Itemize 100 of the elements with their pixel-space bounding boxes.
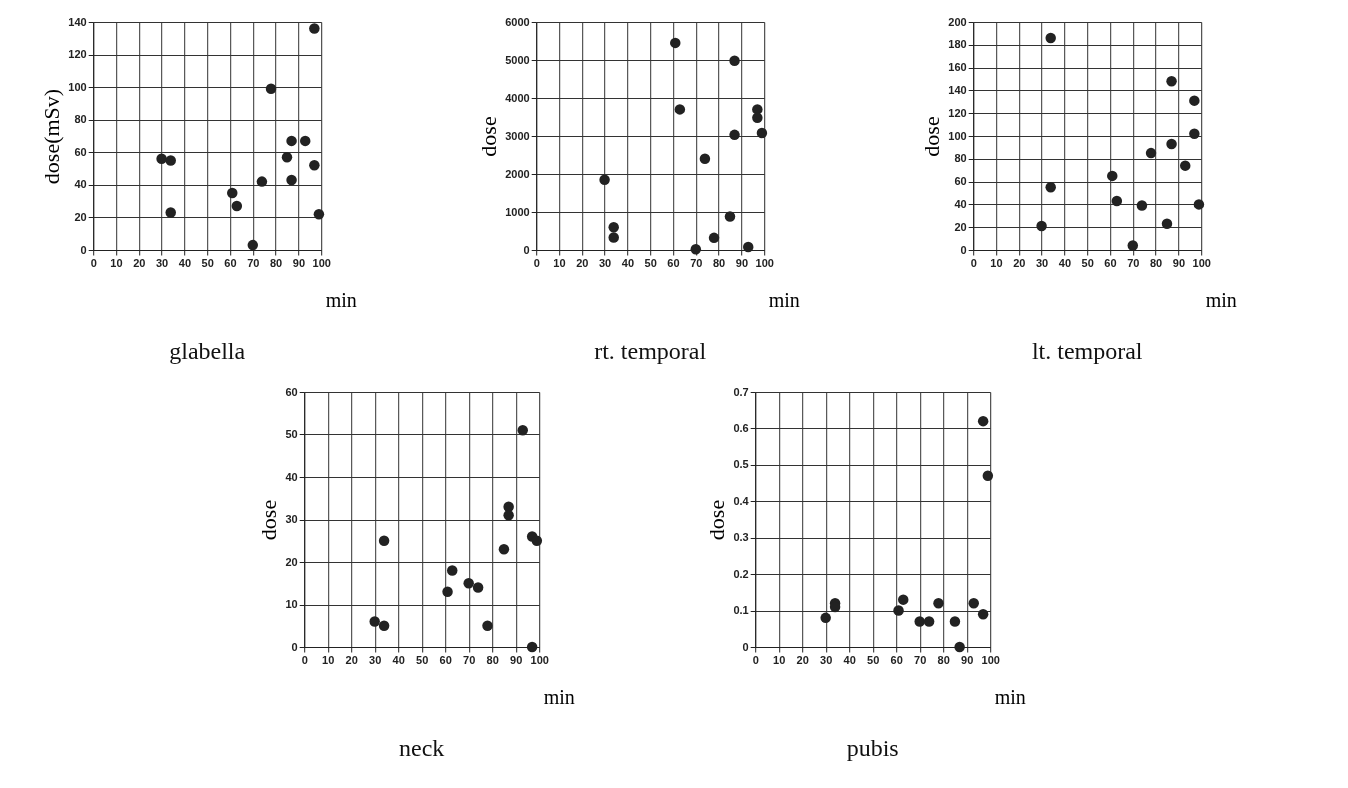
- y-tick-label: 20: [74, 210, 87, 223]
- point: [1189, 95, 1200, 106]
- x-tick-label: 50: [644, 256, 657, 269]
- x-tick-label: 90: [961, 653, 974, 666]
- x-tick-label: 0: [970, 256, 977, 269]
- point: [156, 153, 167, 165]
- point: [313, 208, 325, 220]
- y-tick-label: 3000: [505, 129, 530, 142]
- point: [165, 207, 176, 218]
- point: [690, 244, 702, 255]
- y-axis-title: dose(mSv): [39, 88, 65, 185]
- x-tick-label: 80: [712, 256, 726, 269]
- x-tick-label: 20: [576, 256, 589, 269]
- point: [447, 565, 458, 576]
- point: [281, 151, 293, 163]
- point: [378, 620, 390, 631]
- x-tick-label: 70: [247, 256, 260, 269]
- y-tick-label: 80: [74, 113, 87, 126]
- x-tick-label: 30: [1035, 256, 1049, 269]
- x-tick-label: 0: [301, 653, 308, 666]
- y-tick-label: 0.6: [733, 421, 749, 434]
- point: [608, 232, 619, 243]
- x-axis-title: min: [325, 288, 357, 311]
- y-tick-label: 1000: [505, 205, 530, 218]
- point: [526, 641, 538, 653]
- point: [1189, 128, 1200, 139]
- y-axis-title: dose: [704, 499, 730, 541]
- x-tick-label: 90: [735, 256, 749, 269]
- x-tick-label: 30: [598, 256, 612, 269]
- point: [729, 55, 740, 66]
- y-tick-label: 0.7: [733, 385, 749, 398]
- point: [309, 160, 320, 171]
- x-tick-label: 10: [110, 256, 123, 269]
- y-tick-label: 0: [523, 243, 530, 256]
- y-tick-label: 0.1: [733, 604, 749, 617]
- y-tick-label: 60: [954, 175, 967, 188]
- point: [949, 616, 961, 627]
- x-tick-label: 20: [345, 653, 358, 666]
- y-tick-label: 40: [285, 470, 298, 483]
- point: [724, 211, 736, 222]
- x-tick-label: 50: [1081, 256, 1094, 269]
- x-tick-label: 10: [322, 653, 335, 666]
- y-tick-label: 30: [285, 513, 298, 525]
- point: [247, 239, 259, 251]
- point: [309, 23, 320, 34]
- point: [463, 578, 474, 589]
- x-axis-title: min: [994, 685, 1026, 708]
- point: [729, 129, 740, 141]
- x-tick-label: 100: [981, 653, 1000, 666]
- point: [1166, 76, 1177, 87]
- point: [923, 616, 935, 627]
- x-tick-label: 70: [690, 256, 703, 269]
- point: [1107, 170, 1118, 182]
- x-tick-label: 100: [530, 653, 549, 666]
- x-tick-label: 20: [133, 256, 146, 269]
- text: neck: [399, 735, 445, 761]
- point: [503, 510, 514, 521]
- text: glabella: [169, 338, 246, 364]
- point: [498, 544, 510, 555]
- x-tick-label: 10: [990, 256, 1003, 269]
- point: [977, 608, 989, 620]
- x-tick-label: 60: [224, 256, 237, 269]
- x-tick-label: 0: [533, 256, 540, 269]
- x-tick-label: 90: [292, 256, 306, 269]
- y-tick-label: 140: [948, 83, 967, 96]
- point: [286, 174, 297, 186]
- y-tick-label: 60: [285, 385, 298, 398]
- x-tick-label: 30: [820, 653, 833, 666]
- point: [165, 155, 176, 166]
- x-tick-label: 50: [201, 256, 214, 269]
- point: [968, 598, 979, 609]
- point: [1179, 160, 1191, 171]
- x-tick-label: 70: [1127, 256, 1140, 269]
- y-tick-label: 0.5: [733, 458, 749, 471]
- y-tick-label: 60: [74, 145, 87, 158]
- y-axis-title: dose: [256, 499, 282, 541]
- y-tick-label: 140: [68, 15, 87, 28]
- x-tick-label: 10: [553, 256, 566, 269]
- point: [442, 586, 453, 597]
- x-tick-label: 40: [1058, 256, 1072, 269]
- text: pubis: [846, 735, 899, 761]
- y-tick-label: 0: [960, 243, 967, 256]
- point: [608, 221, 619, 233]
- x-tick-label: 90: [1172, 256, 1186, 269]
- point: [977, 415, 989, 427]
- point: [378, 535, 390, 546]
- x-axis-title: min: [768, 288, 800, 311]
- point: [954, 641, 965, 653]
- point: [914, 616, 925, 627]
- point: [756, 127, 768, 139]
- point: [1127, 240, 1139, 251]
- x-tick-label: 100: [1192, 256, 1211, 269]
- y-tick-label: 0: [291, 640, 298, 653]
- y-tick-label: 180: [948, 38, 967, 51]
- y-tick-label: 120: [948, 106, 967, 119]
- y-tick-label: 0.4: [733, 494, 750, 507]
- y-tick-label: 50: [285, 428, 298, 440]
- y-tick-label: 40: [954, 197, 967, 210]
- x-tick-label: 40: [621, 256, 635, 269]
- point: [517, 425, 528, 436]
